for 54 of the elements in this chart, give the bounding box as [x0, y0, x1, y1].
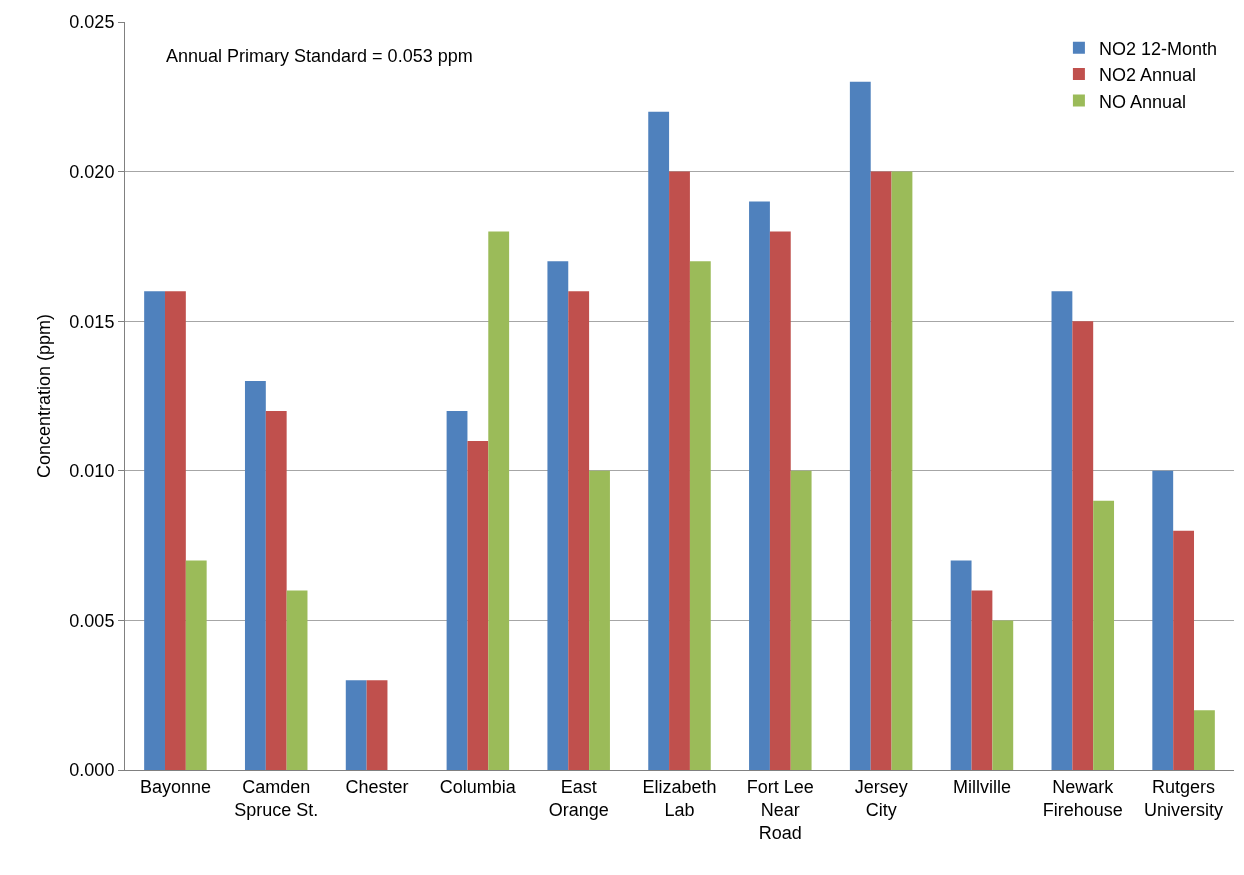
bar	[648, 111, 670, 770]
bar	[769, 231, 791, 770]
bar	[1173, 530, 1195, 770]
y-tick-label: 0.025	[69, 12, 115, 33]
bar	[467, 440, 489, 770]
bar	[144, 291, 165, 770]
x-tick-label: Millville	[952, 776, 1011, 797]
bar	[1093, 500, 1115, 770]
legend-label: NO2 Annual	[1098, 65, 1196, 86]
bar	[669, 171, 690, 770]
x-tick-label: Columbia	[439, 776, 517, 797]
bar	[971, 590, 993, 770]
y-tick-label: 0.000	[69, 760, 115, 781]
x-tick-label: Rutgers University	[1144, 776, 1224, 820]
bar	[849, 81, 871, 770]
bar	[547, 261, 569, 770]
x-tick-label: Elizabeth Lab	[642, 776, 717, 820]
x-tick-label: Fort Lee Near Road	[746, 776, 814, 844]
x-tick-label: Jersey City	[854, 776, 908, 820]
bar	[265, 410, 287, 770]
bar	[366, 680, 388, 770]
bar	[992, 620, 1014, 770]
y-tick-label: 0.015	[69, 311, 115, 332]
y-tick-label: 0.010	[69, 461, 115, 482]
annotation: Annual Primary Standard = 0.053 ppm	[166, 46, 473, 66]
bar	[185, 560, 207, 770]
bar	[488, 231, 510, 770]
y-tick-label: 0.005	[69, 610, 115, 631]
x-tick-label: Bayonne	[139, 776, 211, 797]
legend-label: NO2 12-Month	[1098, 38, 1217, 59]
bar	[345, 680, 367, 770]
legend-label: NO Annual	[1098, 91, 1186, 112]
bar	[244, 381, 266, 770]
x-tick-label: Chester	[345, 776, 409, 797]
bar	[568, 291, 590, 770]
bar	[891, 171, 913, 770]
bar	[589, 470, 610, 770]
bar	[790, 470, 812, 770]
bar	[1051, 291, 1073, 770]
bar	[1072, 321, 1094, 770]
x-tick-label: Newark Firehouse	[1042, 776, 1123, 820]
bar	[870, 171, 892, 770]
bar	[1152, 470, 1174, 770]
bar	[286, 590, 308, 770]
bar	[950, 560, 972, 770]
bar	[1194, 710, 1215, 770]
bar	[446, 410, 468, 770]
x-tick-label: East Orange	[548, 776, 609, 820]
y-axis-title: Concentration (ppm)	[33, 313, 54, 479]
x-tick-label: Camden Spruce St.	[234, 776, 319, 820]
y-tick-label: 0.020	[69, 161, 115, 182]
bar	[749, 201, 770, 770]
bar	[689, 261, 711, 770]
bar	[164, 291, 186, 770]
